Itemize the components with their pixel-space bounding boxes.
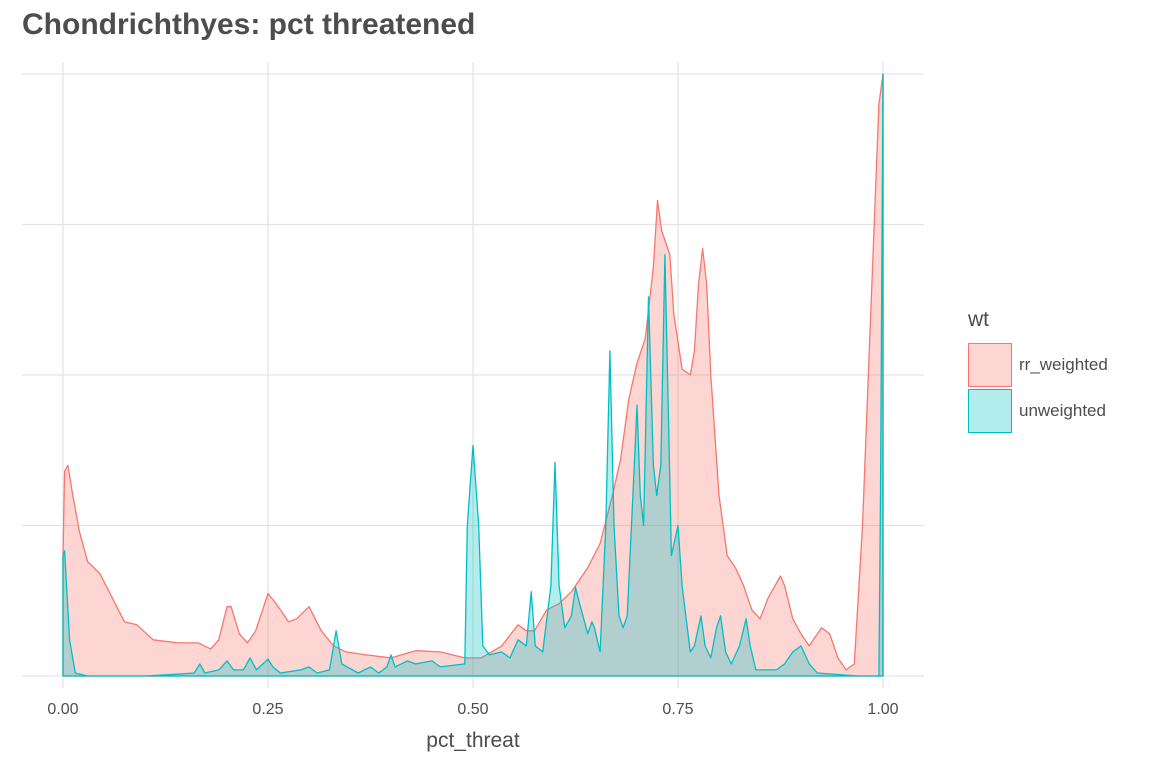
legend-label-rr-weighted: rr_weighted	[1019, 355, 1108, 374]
legend-title: wt	[968, 308, 989, 331]
x-tick-label: 0.00	[47, 701, 78, 718]
legend-label-unweighted: unweighted	[1019, 401, 1106, 420]
legend-key-rr-weighted	[968, 343, 1012, 387]
legend-item-rr-weighted: rr_weighted	[968, 342, 1108, 388]
x-axis-title: pct_threat	[426, 729, 520, 752]
legend-key-unweighted	[968, 389, 1012, 433]
legend-item-unweighted: unweighted	[968, 388, 1108, 434]
x-tick-label: 0.25	[252, 701, 283, 718]
x-tick-label: 1.00	[867, 701, 898, 718]
x-tick-label: 0.50	[457, 701, 488, 718]
chart-title: Chondrichthyes: pct threatened	[22, 8, 476, 41]
x-tick-label: 0.75	[662, 701, 693, 718]
density-area-unweighted	[62, 73, 884, 677]
legend: wt rr_weighted unweighted	[968, 308, 1108, 434]
